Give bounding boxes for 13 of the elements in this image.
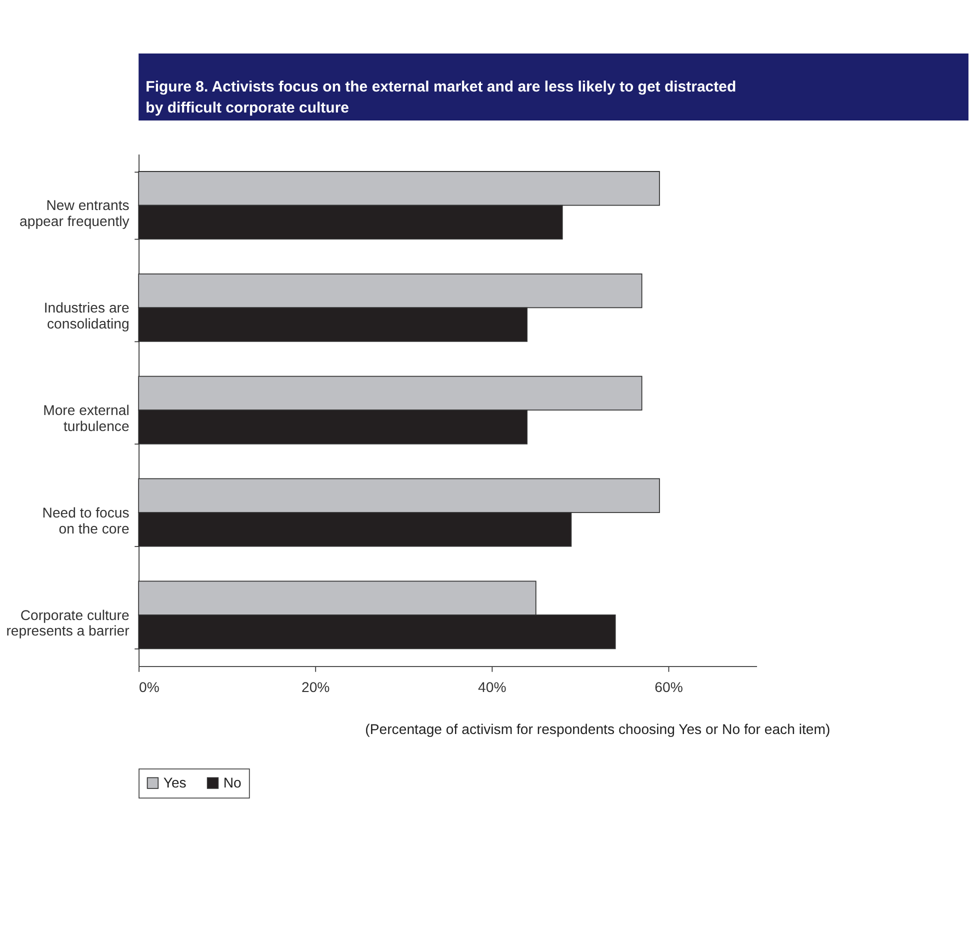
y-tick-label: Industries are consolidating [44,300,130,332]
y-tick-label: Need to focus on the core [42,504,130,536]
legend-label: Yes [163,774,186,790]
x-tick-label: 20% [301,679,330,696]
chart-title: Figure 8. Activists focus on the external market and are less likely to get distracted by difficult corporate culture [146,78,736,117]
y-tick-label: More external turbulence [43,402,130,434]
legend-label: No [223,774,242,790]
x-tick-label: 0% [139,679,160,696]
x-tick-label: 60% [654,679,684,696]
text: (Percentage of activism for respondents choosing Yes or No for each item) [365,721,830,738]
x-tick-label: 40% [478,679,507,696]
y-tick-label: Corporate culture represents a barrier [6,606,130,639]
y-tick-label: New entrants appear frequently [20,197,130,230]
